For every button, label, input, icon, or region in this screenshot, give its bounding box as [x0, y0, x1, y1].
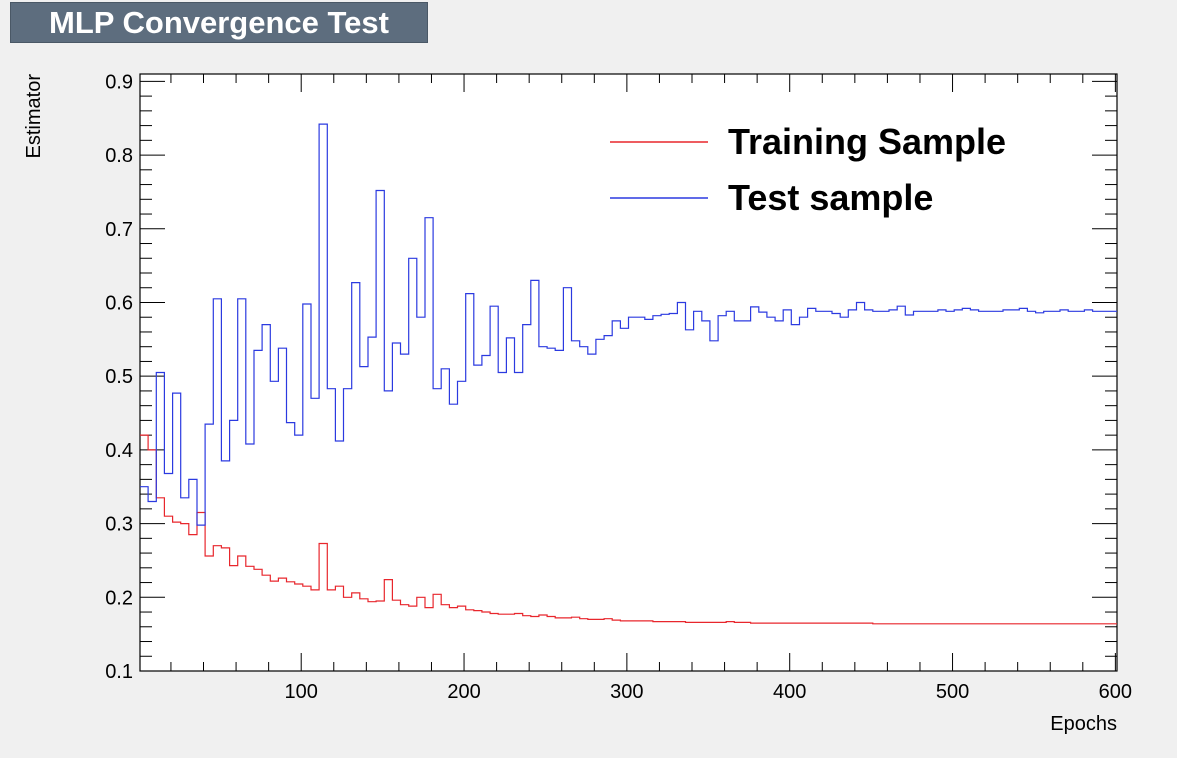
axis-ticks: 100 200 300 400 500 600 0.1 0.2 0.3 0.4 0.5 0.6 0.7 0…: [105, 71, 1132, 703]
y-tick-label: 0.4: [105, 440, 133, 462]
legend-label: Training Sample: [728, 121, 1006, 162]
x-tick-label: 100: [285, 681, 318, 703]
series-line: [140, 434, 1117, 625]
series-line: [140, 123, 1117, 526]
x-tick-label: 300: [610, 681, 643, 703]
legend: Training Sample Test sample: [610, 121, 1006, 218]
y-tick-label: 0.2: [105, 587, 133, 609]
y-tick-label: 0.1: [105, 661, 133, 683]
x-tick-label: 500: [936, 681, 969, 703]
y-tick-label: 0.8: [105, 145, 133, 167]
y-tick-label: 0.6: [105, 292, 133, 314]
x-axis-title: Epochs: [1050, 713, 1117, 735]
y-tick-label: 0.5: [105, 366, 133, 388]
y-tick-label: 0.7: [105, 219, 133, 241]
plot-title: MLP Convergence Test: [10, 2, 428, 43]
x-tick-label: 400: [773, 681, 806, 703]
data-series: [140, 123, 1117, 625]
y-tick-label: 0.3: [105, 514, 133, 536]
legend-label: Test sample: [728, 177, 933, 218]
y-axis-title: Estimator: [23, 74, 45, 159]
y-tick-label: 0.9: [105, 71, 133, 93]
x-tick-label: 600: [1099, 681, 1132, 703]
x-tick-label: 200: [447, 681, 480, 703]
